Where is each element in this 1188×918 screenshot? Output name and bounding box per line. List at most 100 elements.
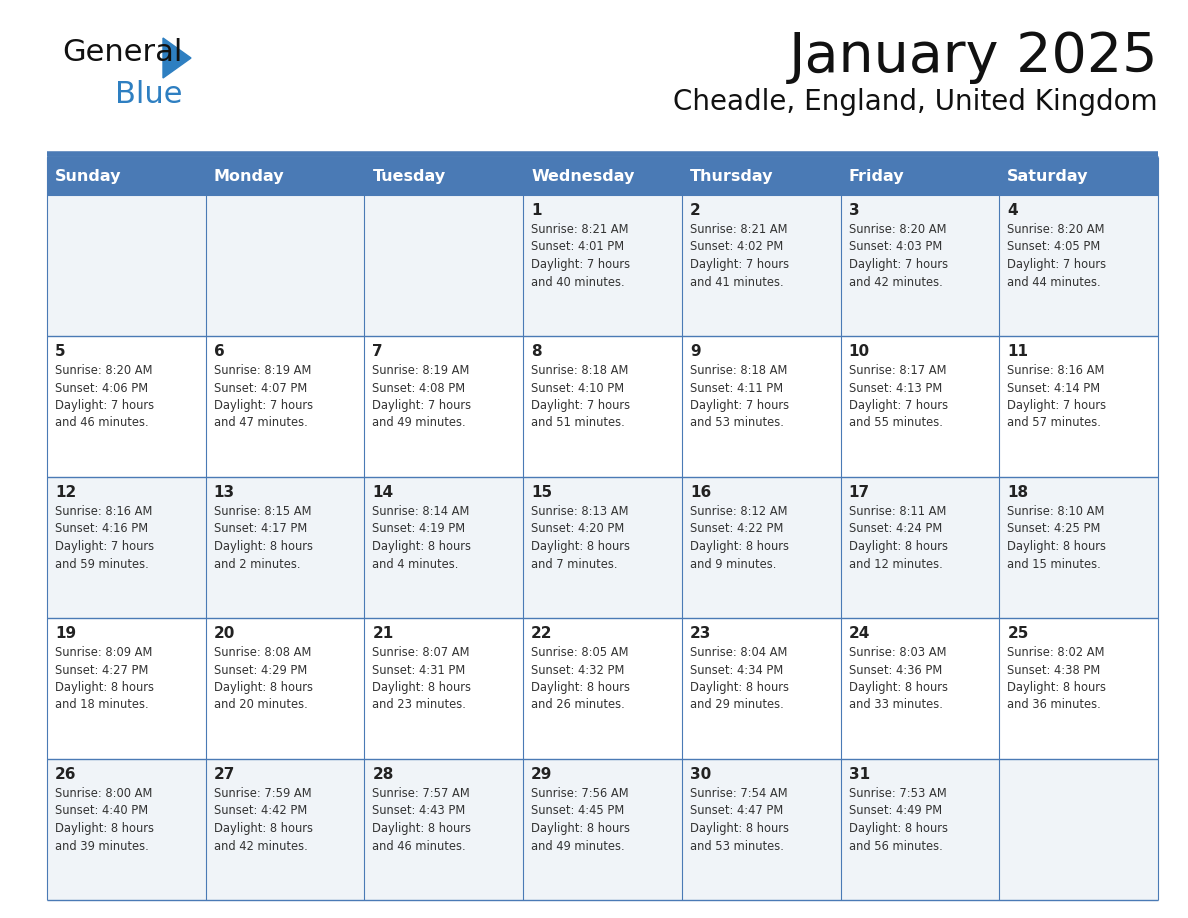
Text: Sunrise: 8:18 AM
Sunset: 4:10 PM
Daylight: 7 hours
and 51 minutes.: Sunrise: 8:18 AM Sunset: 4:10 PM Dayligh… [531,364,631,430]
Text: Sunrise: 8:21 AM
Sunset: 4:02 PM
Daylight: 7 hours
and 41 minutes.: Sunrise: 8:21 AM Sunset: 4:02 PM Dayligh… [690,223,789,288]
Bar [48,195,206,336]
Text: Sunrise: 8:17 AM
Sunset: 4:13 PM
Daylight: 7 hours
and 55 minutes.: Sunrise: 8:17 AM Sunset: 4:13 PM Dayligh… [848,364,948,430]
Text: 12: 12 [55,485,76,500]
Text: Sunrise: 8:19 AM
Sunset: 4:08 PM
Daylight: 7 hours
and 49 minutes.: Sunrise: 8:19 AM Sunset: 4:08 PM Dayligh… [372,364,472,430]
Bar [206,618,365,759]
Bar [365,336,523,477]
Bar [48,759,206,900]
Text: Sunrise: 8:10 AM
Sunset: 4:25 PM
Daylight: 8 hours
and 15 minutes.: Sunrise: 8:10 AM Sunset: 4:25 PM Dayligh… [1007,505,1106,570]
Text: 17: 17 [848,485,870,500]
Bar [523,759,682,900]
Text: 26: 26 [55,767,76,782]
Bar [999,618,1158,759]
Bar [682,157,841,195]
Bar [523,477,682,618]
Text: 9: 9 [690,344,701,359]
Text: 21: 21 [372,626,393,641]
Text: Sunrise: 8:02 AM
Sunset: 4:38 PM
Daylight: 8 hours
and 36 minutes.: Sunrise: 8:02 AM Sunset: 4:38 PM Dayligh… [1007,646,1106,711]
Bar [206,157,365,195]
Text: 11: 11 [1007,344,1029,359]
Bar [365,477,523,618]
Text: Cheadle, England, United Kingdom: Cheadle, England, United Kingdom [674,88,1158,116]
Text: Saturday: Saturday [1007,169,1088,184]
Text: 15: 15 [531,485,552,500]
Bar [999,336,1158,477]
Text: Sunrise: 8:20 AM
Sunset: 4:06 PM
Daylight: 7 hours
and 46 minutes.: Sunrise: 8:20 AM Sunset: 4:06 PM Dayligh… [55,364,154,430]
Bar [365,759,523,900]
Bar [48,157,206,195]
Text: 10: 10 [848,344,870,359]
Text: 16: 16 [690,485,712,500]
Text: Sunday: Sunday [55,169,121,184]
Text: January 2025: January 2025 [789,30,1158,84]
Text: 3: 3 [848,203,859,218]
Text: Sunrise: 7:57 AM
Sunset: 4:43 PM
Daylight: 8 hours
and 46 minutes.: Sunrise: 7:57 AM Sunset: 4:43 PM Dayligh… [372,787,472,853]
Text: 4: 4 [1007,203,1018,218]
Text: 19: 19 [55,626,76,641]
Text: Sunrise: 8:20 AM
Sunset: 4:03 PM
Daylight: 7 hours
and 42 minutes.: Sunrise: 8:20 AM Sunset: 4:03 PM Dayligh… [848,223,948,288]
Text: Sunrise: 8:08 AM
Sunset: 4:29 PM
Daylight: 8 hours
and 20 minutes.: Sunrise: 8:08 AM Sunset: 4:29 PM Dayligh… [214,646,312,711]
Text: Sunrise: 8:12 AM
Sunset: 4:22 PM
Daylight: 8 hours
and 9 minutes.: Sunrise: 8:12 AM Sunset: 4:22 PM Dayligh… [690,505,789,570]
Text: Sunrise: 7:56 AM
Sunset: 4:45 PM
Daylight: 8 hours
and 49 minutes.: Sunrise: 7:56 AM Sunset: 4:45 PM Dayligh… [531,787,630,853]
Bar [841,477,999,618]
Text: 20: 20 [214,626,235,641]
Text: 7: 7 [372,344,383,359]
Bar [523,618,682,759]
Text: Monday: Monday [214,169,284,184]
Text: Sunrise: 8:15 AM
Sunset: 4:17 PM
Daylight: 8 hours
and 2 minutes.: Sunrise: 8:15 AM Sunset: 4:17 PM Dayligh… [214,505,312,570]
Bar [365,618,523,759]
Text: 18: 18 [1007,485,1029,500]
Text: Sunrise: 8:18 AM
Sunset: 4:11 PM
Daylight: 7 hours
and 53 minutes.: Sunrise: 8:18 AM Sunset: 4:11 PM Dayligh… [690,364,789,430]
Text: Sunrise: 7:59 AM
Sunset: 4:42 PM
Daylight: 8 hours
and 42 minutes.: Sunrise: 7:59 AM Sunset: 4:42 PM Dayligh… [214,787,312,853]
Text: Sunrise: 8:19 AM
Sunset: 4:07 PM
Daylight: 7 hours
and 47 minutes.: Sunrise: 8:19 AM Sunset: 4:07 PM Dayligh… [214,364,312,430]
Polygon shape [163,38,191,78]
Text: Sunrise: 8:16 AM
Sunset: 4:16 PM
Daylight: 7 hours
and 59 minutes.: Sunrise: 8:16 AM Sunset: 4:16 PM Dayligh… [55,505,154,570]
Text: 13: 13 [214,485,235,500]
Text: Sunrise: 8:04 AM
Sunset: 4:34 PM
Daylight: 8 hours
and 29 minutes.: Sunrise: 8:04 AM Sunset: 4:34 PM Dayligh… [690,646,789,711]
Text: Sunrise: 7:54 AM
Sunset: 4:47 PM
Daylight: 8 hours
and 53 minutes.: Sunrise: 7:54 AM Sunset: 4:47 PM Dayligh… [690,787,789,853]
Bar [841,759,999,900]
Bar [841,157,999,195]
Bar [682,477,841,618]
Text: General: General [62,38,183,67]
Bar [841,336,999,477]
Bar [206,759,365,900]
Bar [365,157,523,195]
Bar [206,336,365,477]
Text: Blue: Blue [115,80,183,109]
Bar [841,195,999,336]
Text: Sunrise: 8:21 AM
Sunset: 4:01 PM
Daylight: 7 hours
and 40 minutes.: Sunrise: 8:21 AM Sunset: 4:01 PM Dayligh… [531,223,631,288]
Bar [206,195,365,336]
Bar [523,195,682,336]
Text: Sunrise: 8:00 AM
Sunset: 4:40 PM
Daylight: 8 hours
and 39 minutes.: Sunrise: 8:00 AM Sunset: 4:40 PM Dayligh… [55,787,154,853]
Bar [999,759,1158,900]
Text: 6: 6 [214,344,225,359]
Text: 29: 29 [531,767,552,782]
Bar [48,477,206,618]
Text: 31: 31 [848,767,870,782]
Text: 2: 2 [690,203,701,218]
Text: 8: 8 [531,344,542,359]
Bar [999,195,1158,336]
Bar [999,477,1158,618]
Text: 28: 28 [372,767,393,782]
Text: Sunrise: 8:09 AM
Sunset: 4:27 PM
Daylight: 8 hours
and 18 minutes.: Sunrise: 8:09 AM Sunset: 4:27 PM Dayligh… [55,646,154,711]
Bar [48,336,206,477]
Text: Sunrise: 8:11 AM
Sunset: 4:24 PM
Daylight: 8 hours
and 12 minutes.: Sunrise: 8:11 AM Sunset: 4:24 PM Dayligh… [848,505,948,570]
Text: Sunrise: 8:16 AM
Sunset: 4:14 PM
Daylight: 7 hours
and 57 minutes.: Sunrise: 8:16 AM Sunset: 4:14 PM Dayligh… [1007,364,1106,430]
Text: 22: 22 [531,626,552,641]
Text: 1: 1 [531,203,542,218]
Text: Sunrise: 8:03 AM
Sunset: 4:36 PM
Daylight: 8 hours
and 33 minutes.: Sunrise: 8:03 AM Sunset: 4:36 PM Dayligh… [848,646,948,711]
Text: 24: 24 [848,626,870,641]
Text: Sunrise: 8:07 AM
Sunset: 4:31 PM
Daylight: 8 hours
and 23 minutes.: Sunrise: 8:07 AM Sunset: 4:31 PM Dayligh… [372,646,472,711]
Bar [365,195,523,336]
Bar [682,336,841,477]
Text: Thursday: Thursday [690,169,773,184]
Text: Sunrise: 8:20 AM
Sunset: 4:05 PM
Daylight: 7 hours
and 44 minutes.: Sunrise: 8:20 AM Sunset: 4:05 PM Dayligh… [1007,223,1106,288]
Bar [48,618,206,759]
Text: 25: 25 [1007,626,1029,641]
Text: Sunrise: 8:14 AM
Sunset: 4:19 PM
Daylight: 8 hours
and 4 minutes.: Sunrise: 8:14 AM Sunset: 4:19 PM Dayligh… [372,505,472,570]
Bar [206,477,365,618]
Bar [523,336,682,477]
Bar [682,618,841,759]
